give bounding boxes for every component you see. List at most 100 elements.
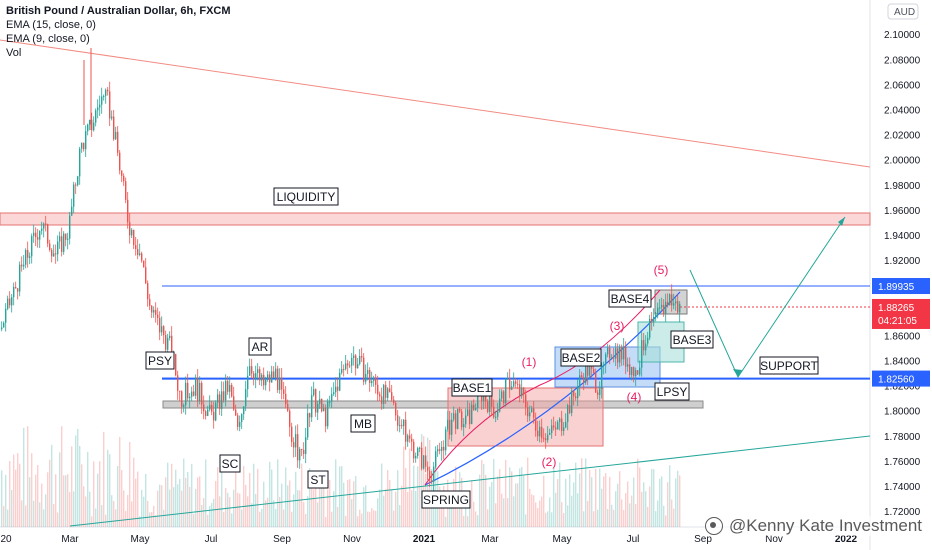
- volume-bar: [317, 502, 319, 527]
- volume-bar: [297, 490, 299, 527]
- candle: [385, 384, 387, 398]
- candle: [557, 422, 559, 430]
- volume-bar: [33, 500, 35, 527]
- label-base3: BASE3: [673, 333, 712, 347]
- volume-bar: [585, 458, 587, 527]
- volume-bar: [321, 481, 323, 527]
- candle: [365, 373, 367, 382]
- volume-bar: [31, 453, 33, 527]
- candle: [327, 401, 329, 427]
- volume-bar: [15, 469, 17, 527]
- candle: [337, 386, 339, 391]
- candle: [347, 363, 349, 366]
- volume-bar: [475, 511, 477, 527]
- label-box: [451, 378, 493, 397]
- volume-bar: [651, 468, 653, 527]
- green-uptrend-line: [69, 435, 871, 527]
- volume-bar: [357, 516, 359, 527]
- y-tick-label: 1.72000: [884, 507, 921, 518]
- candle: [207, 409, 209, 416]
- time-axis[interactable]: 20 Mar May Jul Sep Nov 2021 Mar May Jul Sep Nov 2022: [0, 534, 857, 545]
- candle: [653, 316, 655, 323]
- ema15-legend: EMA (15, close, 0): [6, 19, 96, 31]
- candle: [67, 238, 69, 240]
- volume-bar: [489, 486, 491, 527]
- volume-bar: [161, 485, 163, 527]
- volume-bar: [313, 489, 315, 527]
- wave-label: (5): [654, 263, 669, 277]
- volume-bar: [637, 458, 639, 527]
- price-axis[interactable]: 2.10000 2.08000 2.06000 2.04000 2.02000 2.000…: [872, 3, 930, 518]
- candle: [65, 233, 67, 240]
- liquidity-zone: [0, 212, 871, 226]
- candle: [279, 377, 281, 390]
- volume-bar: [331, 511, 333, 527]
- volume-bar: [401, 485, 403, 527]
- candle: [503, 391, 505, 404]
- candle: [315, 389, 317, 413]
- volume-bar: [205, 459, 207, 527]
- volume-bar: [549, 497, 551, 527]
- candle: [113, 116, 115, 140]
- candle: [415, 455, 417, 459]
- candle: [223, 391, 225, 401]
- volume-bar: [563, 513, 565, 527]
- volume-bar: [217, 467, 219, 527]
- volume-bar: [109, 454, 111, 527]
- volume-bar: [395, 491, 397, 527]
- volume-bar: [595, 469, 597, 527]
- candle: [355, 355, 357, 369]
- candle: [471, 404, 473, 425]
- candle: [29, 256, 31, 258]
- candle: [229, 384, 231, 392]
- candle: [203, 404, 205, 412]
- volume-bar: [227, 492, 229, 527]
- candle: [335, 386, 337, 393]
- volume-bar: [275, 509, 277, 527]
- candle: [31, 236, 33, 257]
- volume-bar: [281, 483, 283, 527]
- candle: [389, 388, 391, 393]
- candle: [587, 360, 589, 376]
- volume-bar: [121, 470, 123, 527]
- candle: [237, 415, 239, 427]
- candle: [359, 356, 361, 364]
- candle: [361, 356, 363, 358]
- current-price-tag: [872, 298, 930, 329]
- volume-bar: [369, 512, 371, 527]
- candle: [115, 131, 117, 140]
- volume-bar: [177, 484, 179, 527]
- volume-bar: [649, 486, 651, 527]
- candle: [153, 309, 155, 313]
- candle: [641, 340, 643, 368]
- volume-bar: [621, 499, 623, 527]
- candle: [411, 438, 413, 442]
- volume-bar: [393, 510, 395, 527]
- candle: [461, 411, 463, 428]
- volume-bar: [679, 475, 681, 527]
- volume-bar: [113, 500, 115, 527]
- volume-bar: [467, 516, 469, 527]
- volume-bar: [377, 498, 379, 527]
- candle: [579, 375, 581, 387]
- volume-bar: [629, 503, 631, 527]
- label-mb: MB: [354, 417, 372, 431]
- candle: [139, 253, 141, 255]
- volume-bar: [387, 470, 389, 527]
- projection-arrow-down: [733, 369, 742, 377]
- volume-bar: [309, 468, 311, 527]
- candle: [521, 387, 523, 397]
- volume-bar: [373, 510, 375, 527]
- candle: [447, 419, 449, 430]
- candle: [61, 236, 63, 252]
- volume-bar: [565, 478, 567, 527]
- volume-bar: [183, 458, 185, 527]
- volume-bar: [645, 491, 647, 527]
- volume-bar: [671, 499, 673, 527]
- x-tick-label: Mar: [481, 534, 499, 545]
- candle: [101, 96, 103, 105]
- volume-bar: [347, 480, 349, 527]
- volume-bar: [139, 516, 141, 527]
- candle: [99, 104, 101, 108]
